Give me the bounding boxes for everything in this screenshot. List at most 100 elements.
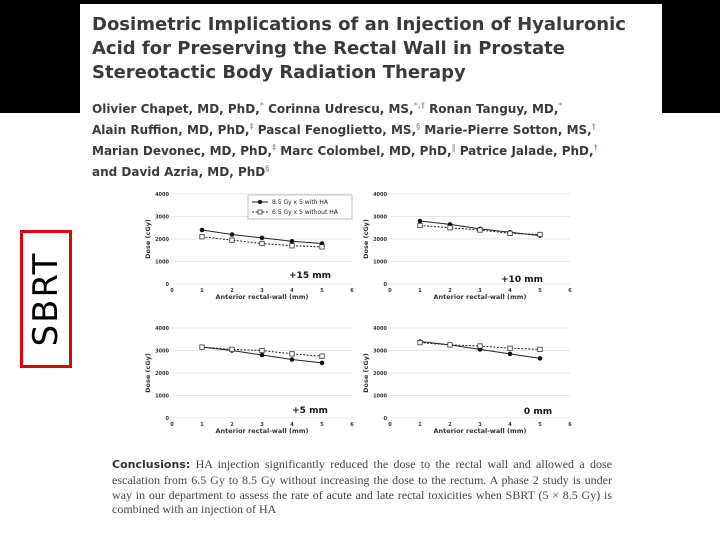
x-axis-label: Anterior rectal-wall (mm) (433, 427, 526, 435)
data-point-without-ha (447, 225, 453, 231)
data-point-without-ha (229, 237, 235, 243)
data-point-with-ha (229, 232, 235, 237)
x-tick-label: 6 (350, 288, 354, 294)
x-tick-label: 0 (388, 422, 392, 428)
x-tick-label: 5 (538, 422, 542, 428)
data-point-without-ha (417, 340, 423, 346)
x-tick-label: 0 (170, 288, 174, 294)
data-point-without-ha (259, 240, 265, 247)
x-tick-label: 1 (418, 288, 422, 294)
y-tick-label: 4000 (373, 326, 387, 332)
chart-plus-15mm: 0 1000 2000 3000 4000 0 1 2 3 4 5 6 Anterior rectal-… (140, 186, 365, 304)
author-list: Olivier Chapet, MD, PhD,* Corinna Udresc… (92, 97, 652, 181)
data-point-with-ha (507, 351, 513, 357)
author: Marian Devonec, MD, PhD,‡ (92, 143, 277, 158)
y-tick-label: 1000 (155, 259, 169, 265)
data-point-with-ha (417, 218, 423, 224)
author: Olivier Chapet, MD, PhD,* (92, 101, 264, 116)
x-tick-label: 6 (350, 422, 354, 428)
y-axis-label: Dose (cGy) (362, 353, 370, 393)
data-point-without-ha (289, 351, 295, 357)
x-tick-label: 1 (418, 422, 422, 428)
x-axis-label: Anterior rectal-wall (mm) (215, 293, 308, 301)
data-point-without-ha (319, 244, 325, 250)
y-tick-label: 4000 (155, 326, 169, 332)
data-point-without-ha (447, 342, 453, 348)
x-tick-label: 6 (568, 422, 572, 428)
legend-marker-with-ha (258, 200, 262, 204)
x-tick-label: 1 (200, 422, 204, 428)
author: and David Azria, MD, PhD§ (92, 164, 270, 179)
y-axis-label: Dose (cGy) (144, 353, 152, 393)
data-point-with-ha (319, 360, 325, 366)
data-point-without-ha (477, 343, 483, 349)
x-tick-label: 0 (170, 422, 174, 428)
conclusions-label: Conclusions: (112, 458, 191, 471)
data-point-without-ha (259, 347, 265, 354)
y-tick-label: 1000 (373, 393, 387, 399)
data-point-without-ha (199, 344, 205, 350)
y-tick-label: 4000 (373, 192, 387, 198)
paper-page (80, 4, 662, 540)
y-tick-label: 3000 (155, 348, 169, 354)
y-tick-label: 0 (166, 416, 170, 422)
legend-label: 6.5 Gy x 5 without HA (272, 209, 339, 216)
author: Marie-Pierre Sotton, MS,† (424, 122, 596, 137)
data-point-with-ha (259, 352, 265, 358)
data-point-with-ha (537, 356, 543, 361)
data-point-without-ha (537, 231, 543, 238)
y-tick-label: 0 (166, 282, 170, 288)
annotation-label: +10 mm (501, 275, 543, 285)
y-tick-label: 2000 (155, 237, 169, 243)
y-tick-label: 3000 (373, 348, 387, 354)
author: Pascal Fenoglietto, MS,§ (257, 122, 421, 137)
legend-marker-without-ha (257, 209, 263, 215)
x-tick-label: 5 (320, 288, 324, 294)
chart-svg: 0 1000 2000 3000 4000 0 1 2 3 4 5 6 Anterior rectal-… (144, 326, 354, 435)
data-point-with-ha (259, 235, 265, 241)
y-axis-label: Dose (cGy) (362, 219, 370, 259)
data-point-without-ha (229, 346, 235, 352)
data-point-without-ha (319, 353, 325, 359)
x-tick-label: 3 (478, 422, 482, 428)
y-tick-label: 1000 (155, 393, 169, 399)
x-tick-label: 5 (320, 422, 324, 428)
data-point-without-ha (289, 243, 295, 249)
x-tick-label: 2 (230, 422, 234, 428)
chart-plus-10mm: 0 1000 2000 3000 4000 0 1 2 3 4 5 6 Anterior rectal-… (358, 186, 583, 304)
sbrt-side-label: SBRT (20, 230, 72, 368)
x-tick-label: 0 (388, 288, 392, 294)
data-point-without-ha (507, 345, 513, 351)
x-axis-label: Anterior rectal-wall (mm) (215, 427, 308, 435)
y-tick-label: 4000 (155, 192, 169, 198)
data-point-with-ha (199, 227, 205, 233)
legend-label: 8.5 Gy x 5 with HA (272, 199, 329, 206)
annotation-label: +5 mm (292, 406, 328, 416)
x-tick-label: 2 (230, 288, 234, 294)
data-point-without-ha (507, 230, 513, 236)
chart-plus-5mm: 0 1000 2000 3000 4000 0 1 2 3 4 5 6 Anterior rectal-… (140, 318, 365, 442)
x-tick-label: 2 (448, 422, 452, 428)
author: Corinna Udrescu, MS,*,† (268, 101, 425, 116)
conclusions-paragraph: Conclusions: HA injection significantly … (112, 457, 612, 517)
y-tick-label: 3000 (155, 214, 169, 220)
chart-svg: 0 1000 2000 3000 4000 0 1 2 3 4 5 6 Anterior rectal-… (362, 192, 572, 301)
y-tick-label: 2000 (373, 237, 387, 243)
author: Alain Ruffion, MD, PhD,‡ (92, 122, 254, 137)
y-axis-label: Dose (cGy) (144, 219, 152, 259)
data-point-without-ha (199, 234, 205, 240)
annotation-label: 0 mm (524, 407, 552, 417)
data-point-with-ha (289, 238, 295, 244)
x-tick-label: 4 (508, 422, 512, 428)
paper-title: Dosimetric Implications of an Injection … (92, 14, 626, 83)
y-tick-label: 3000 (373, 214, 387, 220)
y-tick-label: 2000 (155, 371, 169, 377)
y-tick-label: 2000 (373, 371, 387, 377)
y-tick-label: 0 (384, 282, 388, 288)
conclusions-text: HA injection significantly reduced the d… (112, 457, 612, 517)
x-tick-label: 6 (568, 288, 572, 294)
x-tick-label: 5 (538, 288, 542, 294)
chart-0mm: 0 1000 2000 3000 4000 0 1 2 3 4 5 6 Anterior rectal-… (358, 318, 583, 442)
data-point-with-ha (289, 357, 295, 362)
y-tick-label: 0 (384, 416, 388, 422)
